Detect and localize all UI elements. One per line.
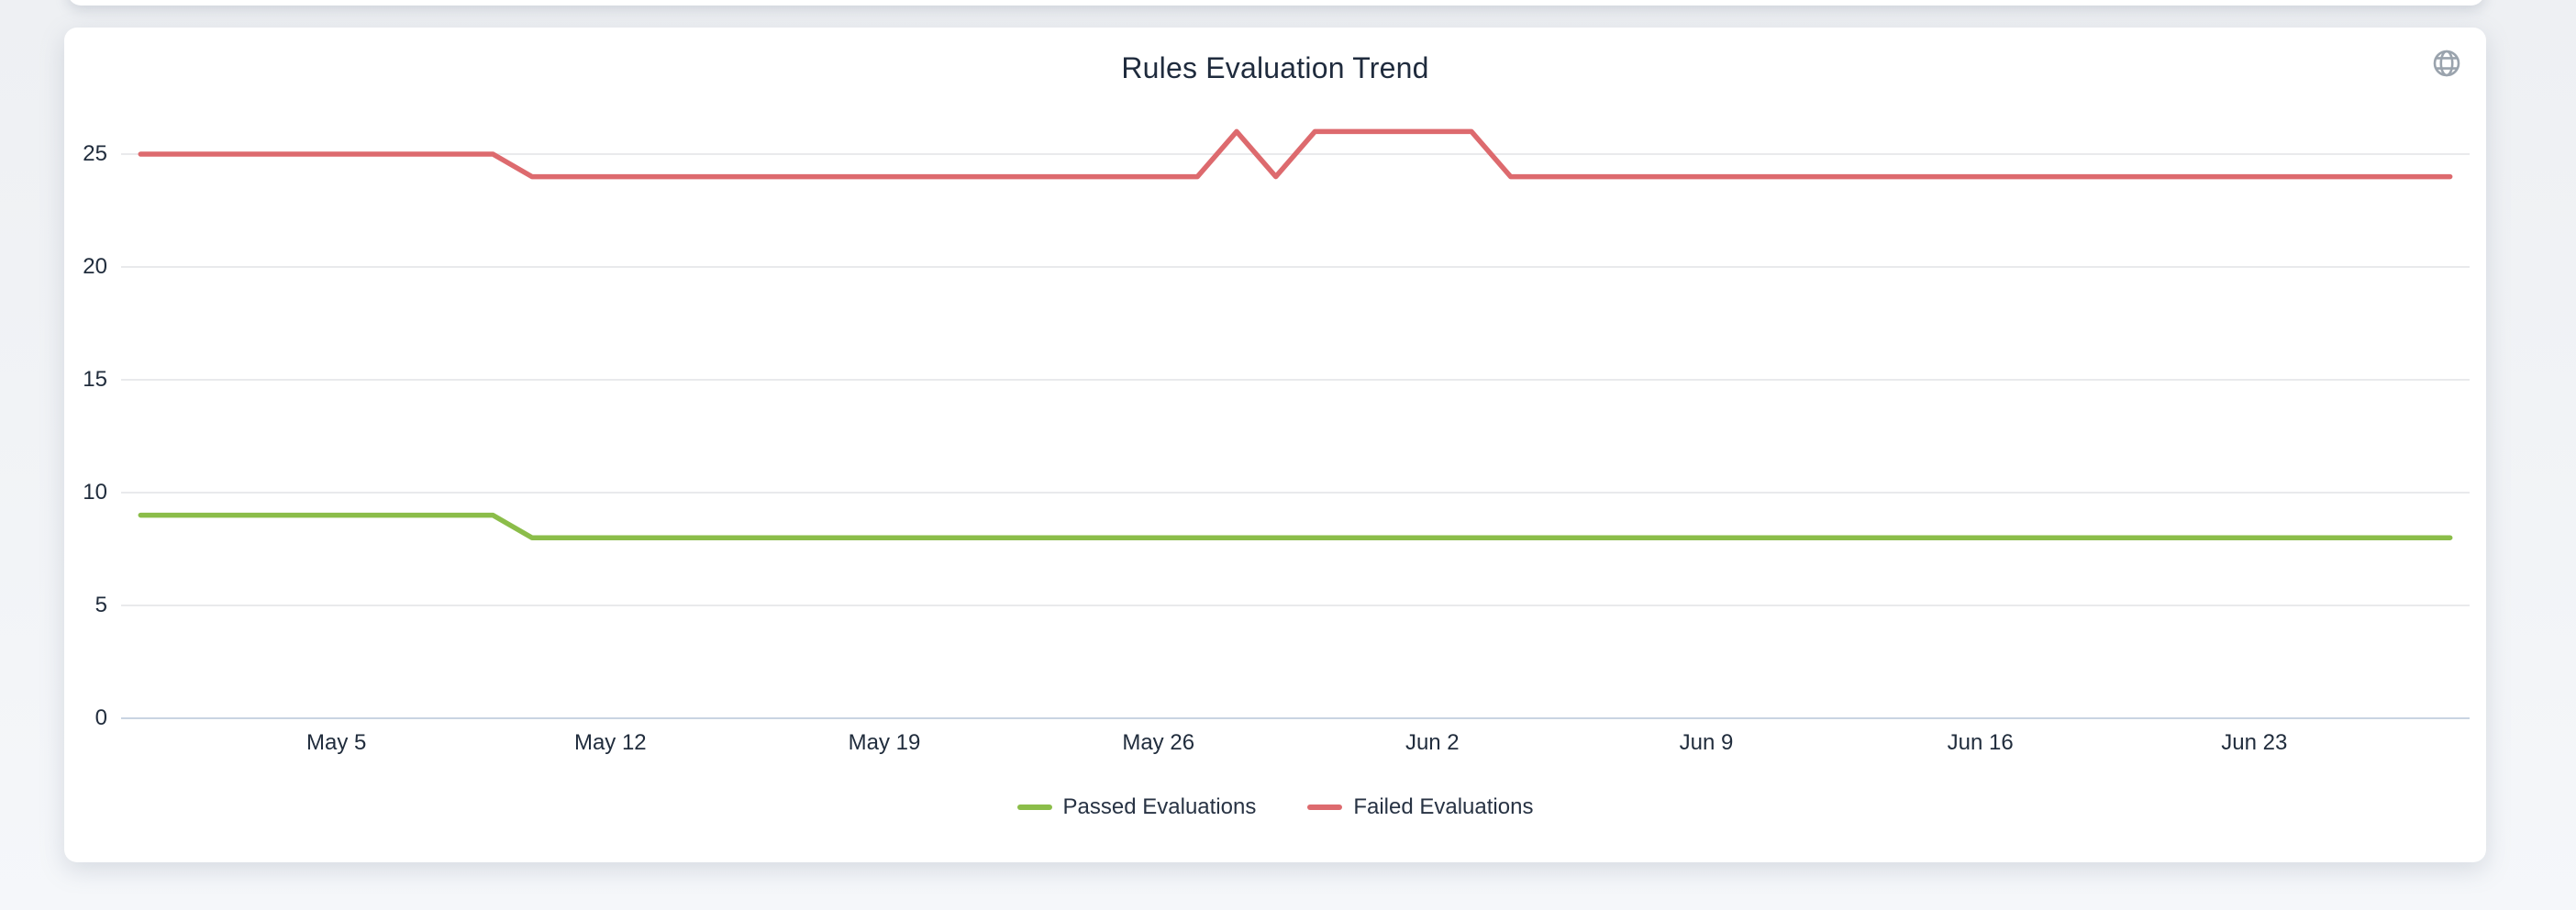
y-axis-tick-label: 20 [83, 254, 107, 279]
x-axis-tick-label: Jun 23 [2221, 730, 2288, 755]
legend-label: Failed Evaluations [1353, 794, 1534, 819]
rules-evaluation-trend-chart [121, 128, 2470, 719]
globe-icon[interactable] [2431, 48, 2462, 79]
y-axis-tick-label: 0 [94, 705, 107, 730]
x-axis-tick-label: May 12 [573, 730, 647, 755]
legend-item-passed-evaluations[interactable]: Passed Evaluations [1016, 794, 1257, 820]
x-axis-tick-label: May 5 [306, 730, 367, 755]
previous-card-bottom-edge [68, 0, 2484, 6]
x-axis-tick-label: May 26 [1122, 730, 1195, 755]
y-axis-tick-label: 5 [94, 593, 107, 617]
x-axis-tick-label: May 19 [848, 730, 921, 755]
legend-item-failed-evaluations[interactable]: Failed Evaluations [1307, 794, 1533, 820]
rules-evaluation-trend-card: Rules Evaluation Trend 0 5 10 15 20 25 May 5 M… [64, 28, 2486, 862]
x-axis-tick-label: Jun 9 [1679, 730, 1734, 755]
x-axis-tick-label: Jun 2 [1405, 730, 1460, 755]
x-axis-tick-label: Jun 16 [1947, 730, 2014, 755]
y-axis-tick-label: 15 [83, 367, 107, 392]
legend-line-icon [1307, 805, 1343, 810]
passed-evaluations-line [138, 512, 2453, 540]
chart-title: Rules Evaluation Trend [1121, 51, 1429, 84]
chart-legend: Passed Evaluations Failed Evaluations [64, 794, 2486, 820]
globe-icon-svg [2433, 50, 2460, 77]
legend-label: Passed Evaluations [1062, 794, 1257, 819]
y-axis-tick-label: 25 [83, 141, 107, 166]
legend-line-icon [1016, 805, 1052, 810]
y-axis-tick-label: 10 [83, 480, 107, 505]
failed-evaluations-line [138, 128, 2453, 180]
